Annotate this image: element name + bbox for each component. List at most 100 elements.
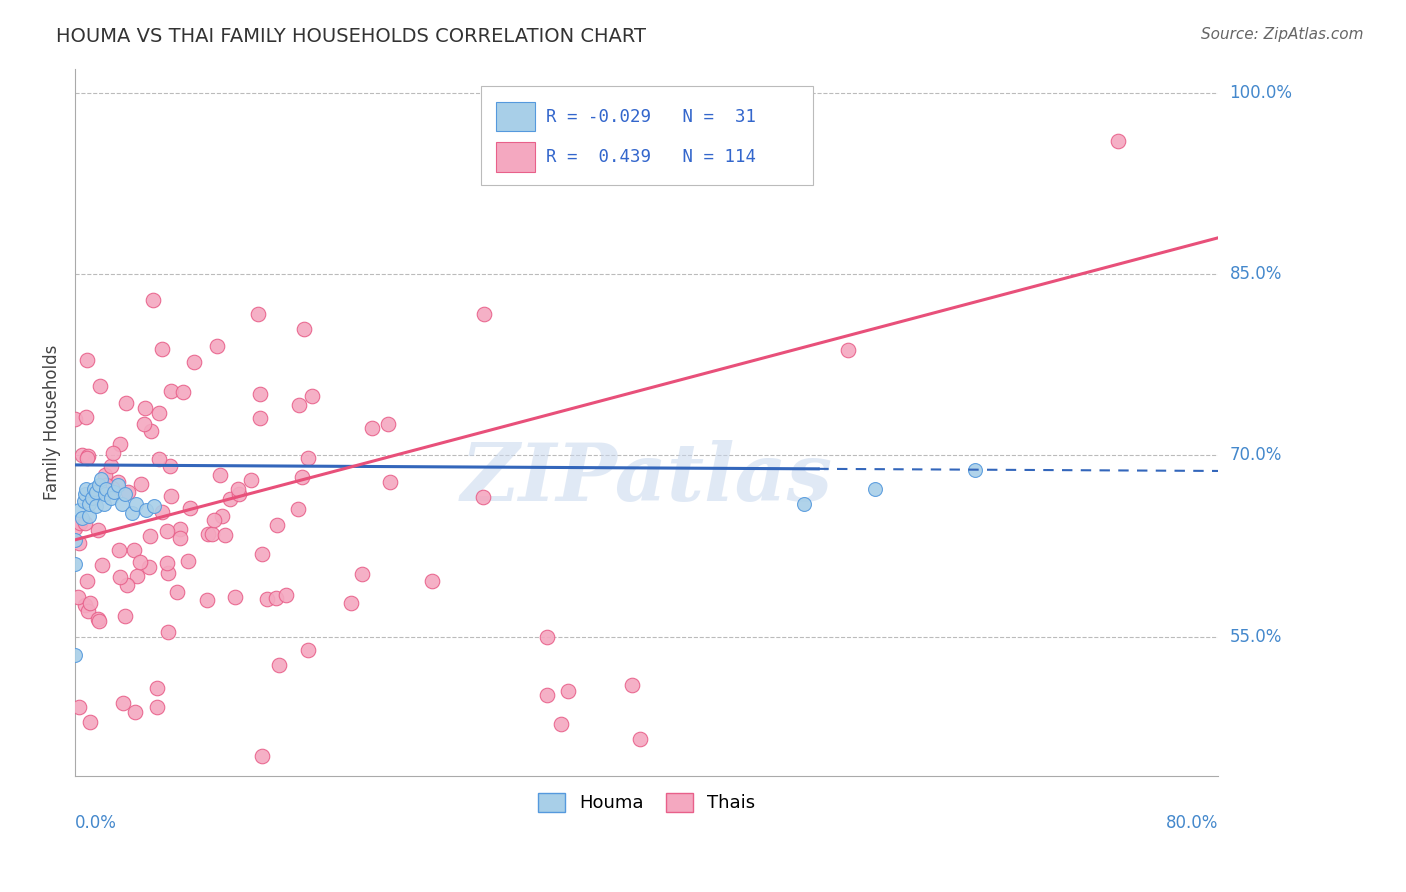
Point: [115, 578, 138, 592]
Point: [266, 518, 288, 533]
Point: [247, 307, 270, 321]
Point: [146, 681, 169, 695]
Point: [621, 678, 644, 692]
Point: [91, 558, 114, 572]
Point: [202, 513, 225, 527]
Point: [360, 421, 382, 435]
FancyBboxPatch shape: [496, 102, 534, 131]
Text: R = -0.029   N =  31: R = -0.029 N = 31: [546, 108, 756, 126]
Point: [169, 522, 191, 536]
Point: [228, 482, 250, 496]
Point: [218, 492, 240, 507]
Point: [101, 446, 124, 460]
Point: [107, 478, 129, 492]
Point: [135, 502, 157, 516]
Point: [127, 569, 149, 583]
Point: [201, 527, 224, 541]
Text: HOUMA VS THAI FAMILY HOUSEHOLDS CORRELATION CHART: HOUMA VS THAI FAMILY HOUSEHOLDS CORRELAT…: [56, 27, 647, 45]
Point: [82, 491, 104, 505]
Point: [183, 354, 205, 368]
Point: [166, 584, 188, 599]
Point: [239, 473, 262, 487]
Point: [63, 648, 86, 662]
Point: [75, 482, 97, 496]
Point: [129, 555, 152, 569]
Point: [1107, 134, 1129, 148]
Point: [82, 491, 104, 505]
Point: [269, 658, 291, 673]
Point: [291, 470, 314, 484]
Point: [63, 557, 86, 571]
Point: [66, 591, 89, 605]
Point: [76, 574, 98, 588]
Point: [472, 490, 495, 504]
Point: [214, 527, 236, 541]
Point: [155, 556, 177, 570]
Point: [141, 424, 163, 438]
Point: [150, 343, 173, 357]
Point: [69, 516, 91, 531]
Point: [93, 468, 115, 483]
Point: [274, 588, 297, 602]
Point: [96, 482, 118, 496]
Point: [63, 521, 86, 535]
FancyBboxPatch shape: [496, 142, 534, 172]
Point: [100, 459, 122, 474]
Point: [93, 497, 115, 511]
Point: [292, 322, 315, 336]
Point: [67, 535, 90, 549]
Point: [420, 574, 443, 589]
Point: [148, 406, 170, 420]
Point: [75, 598, 97, 612]
Point: [125, 497, 148, 511]
Point: [114, 487, 136, 501]
Point: [87, 612, 110, 626]
Point: [288, 398, 311, 412]
Point: [75, 409, 97, 424]
Point: [87, 614, 110, 628]
Point: [148, 452, 170, 467]
Point: [793, 497, 815, 511]
Point: [550, 716, 572, 731]
Point: [89, 478, 111, 492]
Point: [377, 417, 399, 432]
Point: [134, 401, 156, 415]
Point: [297, 451, 319, 466]
Text: R =  0.439   N = 114: R = 0.439 N = 114: [546, 148, 756, 166]
Point: [156, 524, 179, 539]
Text: 100.0%: 100.0%: [1230, 84, 1292, 102]
Point: [132, 417, 155, 431]
Point: [195, 592, 218, 607]
Point: [70, 511, 93, 525]
Point: [159, 459, 181, 474]
Point: [252, 748, 274, 763]
Point: [79, 508, 101, 523]
Text: 80.0%: 80.0%: [1166, 814, 1219, 832]
Point: [249, 387, 271, 401]
Point: [160, 489, 183, 503]
Point: [63, 412, 86, 426]
FancyBboxPatch shape: [481, 87, 813, 186]
Point: [100, 491, 122, 505]
Point: [628, 732, 651, 747]
Point: [87, 523, 110, 537]
Point: [63, 533, 86, 547]
Text: 55.0%: 55.0%: [1230, 628, 1282, 646]
Point: [67, 699, 90, 714]
Point: [142, 293, 165, 308]
Point: [108, 542, 131, 557]
Point: [103, 484, 125, 499]
Point: [142, 499, 165, 513]
Point: [865, 482, 887, 496]
Point: [124, 705, 146, 719]
Point: [340, 596, 363, 610]
Text: ZIPatlas: ZIPatlas: [461, 440, 832, 517]
Point: [111, 696, 134, 710]
Point: [536, 688, 558, 702]
Point: [139, 528, 162, 542]
Point: [90, 472, 112, 486]
Point: [101, 481, 124, 495]
Point: [264, 591, 287, 606]
Point: [301, 389, 323, 403]
Point: [156, 566, 179, 580]
